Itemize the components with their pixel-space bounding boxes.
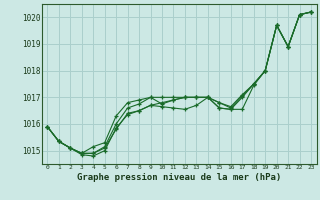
X-axis label: Graphe pression niveau de la mer (hPa): Graphe pression niveau de la mer (hPa) xyxy=(77,173,281,182)
